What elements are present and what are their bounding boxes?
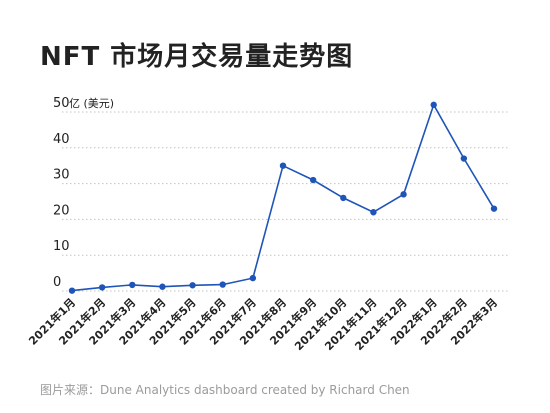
- data-point: [309, 176, 317, 184]
- x-axis-ticks: 2021年1月2021年2月2021年3月2021年4月2021年5月2021年…: [26, 295, 501, 353]
- chart-title: NFT 市场月交易量走势图: [40, 42, 354, 72]
- series-line: [71, 102, 495, 292]
- y-tick-label: 0: [53, 275, 61, 290]
- data-point: [189, 282, 196, 289]
- data-point: [98, 284, 106, 291]
- data-point: [159, 283, 166, 290]
- data-point: [219, 281, 226, 288]
- y-tick-label: 10: [53, 239, 70, 254]
- data-points: [68, 101, 498, 294]
- gridlines: [62, 111, 510, 292]
- y-axis-unit: 亿 (美元): [69, 97, 114, 110]
- y-tick-label: 50: [53, 96, 70, 111]
- data-point: [68, 287, 76, 294]
- data-point: [279, 162, 287, 169]
- y-tick-label: 30: [53, 168, 70, 183]
- data-point: [370, 209, 377, 216]
- y-tick-label: 20: [53, 203, 70, 218]
- data-point: [249, 274, 257, 282]
- data-point: [490, 205, 498, 212]
- data-point: [340, 194, 347, 202]
- data-point: [129, 281, 136, 289]
- data-point: [400, 191, 407, 198]
- image-source: 图片来源：Dune Analytics dashboard created by…: [40, 383, 410, 397]
- y-axis-ticks: 0 10 20 30 40 50: [53, 96, 70, 290]
- y-tick-label: 40: [53, 132, 70, 147]
- data-point: [460, 155, 468, 162]
- data-point: [430, 101, 437, 109]
